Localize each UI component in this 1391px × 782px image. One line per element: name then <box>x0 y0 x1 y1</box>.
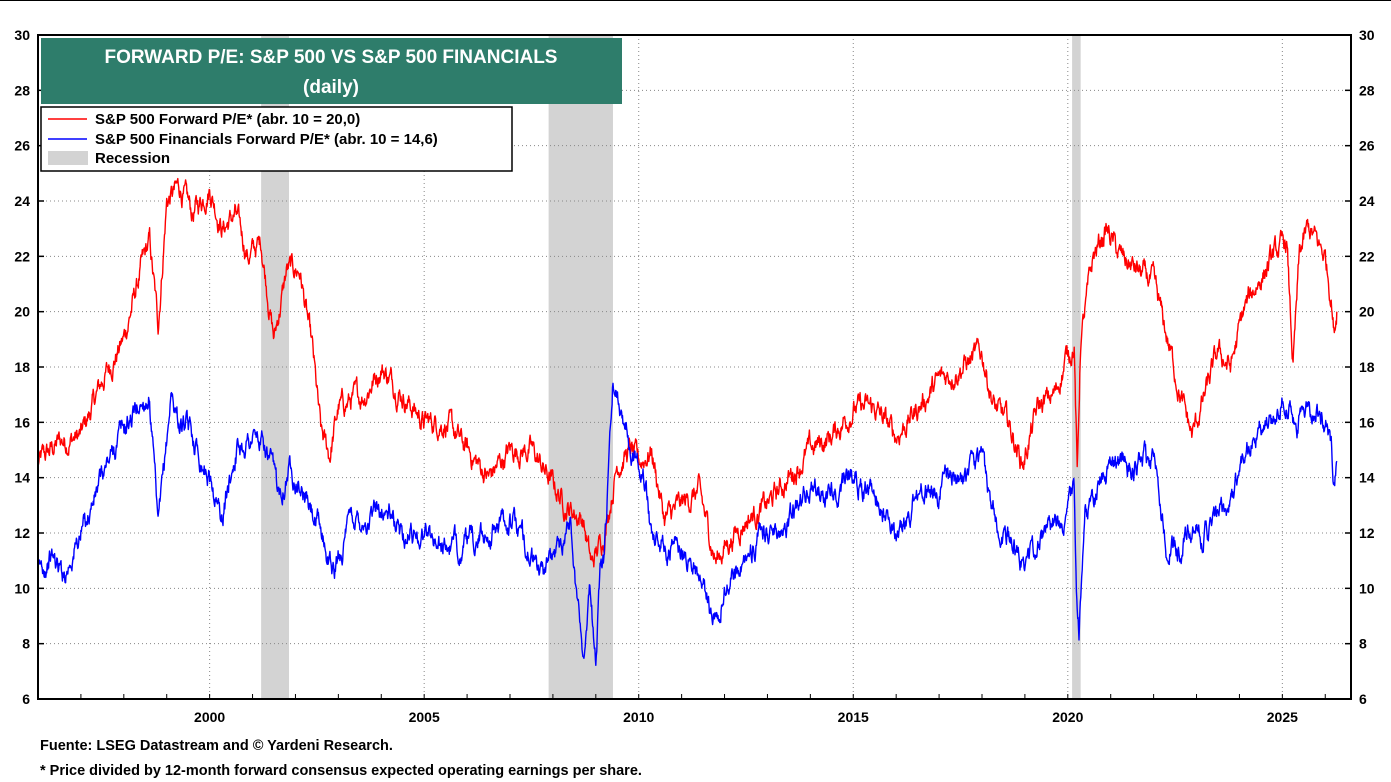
y-tick-label-left-28: 28 <box>14 82 30 98</box>
y-tick-label-left-20: 20 <box>14 304 30 320</box>
y-tick-label-right-30: 30 <box>1359 27 1375 43</box>
x-tick-label-2010: 2010 <box>623 709 654 725</box>
y-tick-label-right-20: 20 <box>1359 304 1375 320</box>
y-tick-label-right-6: 6 <box>1359 691 1367 707</box>
x-tick-label-2005: 2005 <box>409 709 440 725</box>
series-line-0 <box>37 177 1338 568</box>
footnote: * Price divided by 12-month forward cons… <box>40 763 642 779</box>
top-rule <box>0 0 1391 1</box>
x-tick-label-2020: 2020 <box>1052 709 1083 725</box>
y-tick-label-right-22: 22 <box>1359 248 1375 264</box>
legend-label-recession: Recession <box>95 150 170 167</box>
series-lines <box>37 177 1338 666</box>
y-tick-label-left-6: 6 <box>22 691 30 707</box>
y-tick-label-right-24: 24 <box>1359 193 1375 209</box>
legend-label-financials: S&P 500 Financials Forward P/E* (abr. 10… <box>95 131 438 148</box>
gridlines <box>38 35 1351 699</box>
y-tick-label-left-14: 14 <box>14 470 30 486</box>
x-tick-label-2015: 2015 <box>838 709 869 725</box>
y-tick-label-right-12: 12 <box>1359 525 1375 541</box>
legend-box <box>40 106 513 172</box>
recession-band-2 <box>1072 35 1081 699</box>
y-tick-label-right-10: 10 <box>1359 580 1375 596</box>
title-box: FORWARD P/E: S&P 500 VS S&P 500 FINANCIA… <box>41 38 622 104</box>
y-tick-label-left-16: 16 <box>14 414 30 430</box>
y-tick-label-right-8: 8 <box>1359 636 1367 652</box>
legend: S&P 500 Forward P/E* (abr. 10 = 20,0) S&… <box>40 106 513 172</box>
y-tick-label-left-10: 10 <box>14 580 30 596</box>
chart-title: FORWARD P/E: S&P 500 VS S&P 500 FINANCIA… <box>105 47 558 68</box>
source-note: Fuente: LSEG Datastream and © Yardeni Re… <box>40 738 393 754</box>
y-tick-label-left-18: 18 <box>14 359 30 375</box>
y-tick-label-right-14: 14 <box>1359 470 1375 486</box>
y-tick-label-right-26: 26 <box>1359 138 1375 154</box>
chart-subtitle: (daily) <box>303 77 359 98</box>
y-tick-label-left-24: 24 <box>14 193 30 209</box>
y-tick-label-left-22: 22 <box>14 248 30 264</box>
y-tick-label-left-8: 8 <box>22 636 30 652</box>
series-line-1 <box>37 382 1338 666</box>
y-tick-label-left-26: 26 <box>14 138 30 154</box>
y-tick-label-right-16: 16 <box>1359 414 1375 430</box>
x-tick-label-2000: 2000 <box>194 709 225 725</box>
legend-swatch-recession <box>48 151 88 165</box>
legend-label-sp500: S&P 500 Forward P/E* (abr. 10 = 20,0) <box>95 111 360 128</box>
y-tick-label-left-30: 30 <box>14 27 30 43</box>
x-tick-label-2025: 2025 <box>1267 709 1298 725</box>
y-tick-label-left-12: 12 <box>14 525 30 541</box>
y-tick-label-right-28: 28 <box>1359 82 1375 98</box>
y-tick-label-right-18: 18 <box>1359 359 1375 375</box>
title-background <box>41 38 622 104</box>
